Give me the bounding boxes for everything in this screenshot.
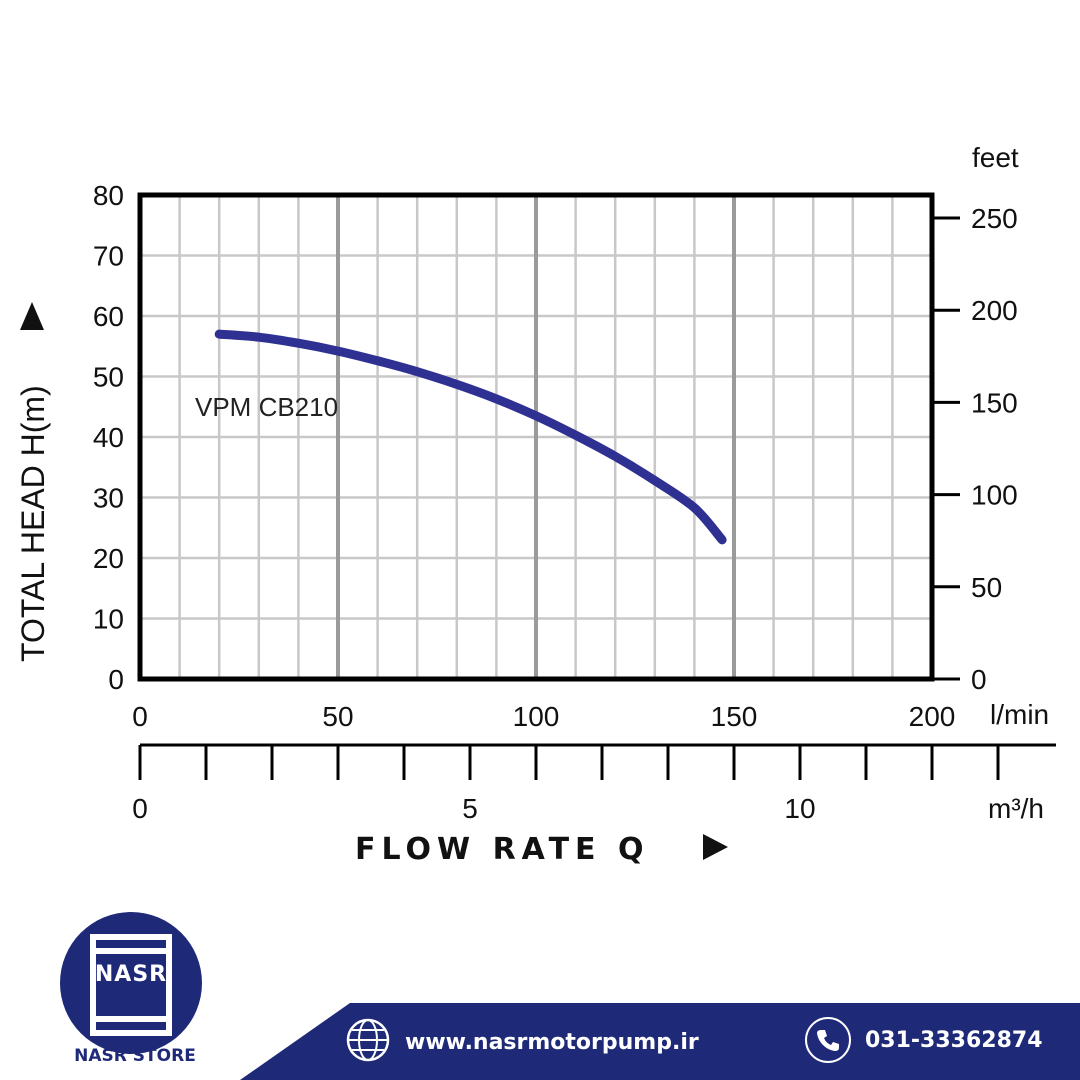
y-tick-label: 10 [93,604,124,635]
series-label: VPM CB210 [195,392,338,422]
x-axis-ticks: 0 50 100 150 200 [132,701,955,732]
major-gridlines [336,195,736,679]
store-name: NASR STORE [74,1046,196,1066]
y-tick-label: 0 [108,664,124,695]
x-tick-label: 100 [513,701,560,732]
x-secondary-tick-label: 10 [784,793,815,824]
y-tick-label: 20 [93,543,124,574]
nasr-logo: NASR [60,912,202,1054]
phone-text: 031-33362874 [865,1027,1043,1053]
y-axis-arrow-icon [20,302,44,330]
y-right-tick-label: 0 [971,664,987,695]
x-tick-label: 50 [322,701,353,732]
phone-link[interactable]: 031-33362874 [805,1017,1043,1063]
website-link[interactable]: www.nasrmotorpump.ir [345,1017,699,1068]
x-axis-label: FLOW RATE Q [355,832,649,867]
x-tick-label: 200 [909,701,956,732]
y-tick-label: 30 [93,483,124,514]
footer-band [240,1003,1080,1080]
website-text: www.nasrmotorpump.ir [405,1030,699,1055]
phone-icon [805,1017,851,1063]
y-tick-label: 80 [93,180,124,211]
y-axis-ticks: 0 10 20 30 40 50 60 70 80 [93,180,124,695]
y-right-tick-label: 150 [971,387,1018,418]
y-right-tick-label: 250 [971,203,1018,234]
y-tick-label: 60 [93,301,124,332]
series-layer: VPM CB210 [195,329,727,545]
x-tick-label: 0 [132,701,148,732]
y-right-tick-label: 200 [971,295,1018,326]
y-tick-label: 40 [93,422,124,453]
y-right-unit: feet [972,142,1019,173]
x-tick-label: 150 [711,701,758,732]
x-unit: l/min [990,699,1049,730]
x-axis-arrow-icon [703,834,728,860]
y-right-axis: 0 50 100 150 200 250 [932,203,1018,695]
logo-text: NASR [94,962,168,987]
y-right-tick-label: 50 [971,572,1002,603]
y-right-tick-label: 100 [971,480,1018,511]
y-tick-label: 50 [93,362,124,393]
x-secondary-axis: 0 5 10 [132,743,1056,824]
y-axis-label: TOTAL HEAD H(m) [15,385,51,662]
x-secondary-unit: m³/h [988,793,1044,824]
plot-frame [137,192,935,682]
x-secondary-tick-label: 5 [462,793,478,824]
x-secondary-tick-label: 0 [132,793,148,824]
y-tick-label: 70 [93,241,124,272]
globe-icon [345,1017,391,1068]
series-line [214,329,727,545]
